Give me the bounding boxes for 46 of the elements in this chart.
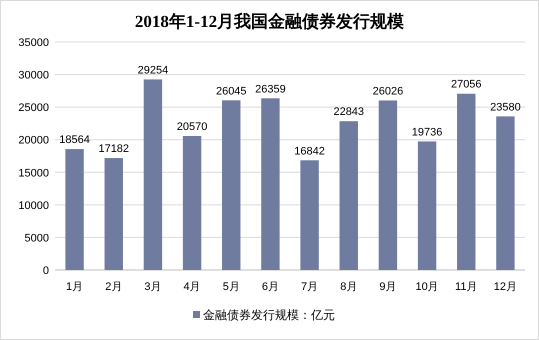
x-tick-label: 8月 bbox=[340, 281, 358, 293]
x-tick-label: 4月 bbox=[184, 281, 201, 293]
bar bbox=[340, 121, 358, 270]
bar bbox=[418, 141, 436, 270]
x-tick-label: 12月 bbox=[494, 281, 518, 293]
x-tick-label: 10月 bbox=[415, 281, 439, 293]
data-label: 16842 bbox=[294, 145, 325, 158]
chart-title: 2018年1-12月我国金融债券发行规模 bbox=[134, 12, 404, 31]
y-tick-label: 30000 bbox=[18, 70, 49, 82]
y-tick-label: 25000 bbox=[18, 102, 49, 114]
x-tick-label: 6月 bbox=[262, 281, 279, 293]
data-label: 27056 bbox=[450, 78, 482, 91]
data-label: 20570 bbox=[176, 121, 208, 133]
x-tick-label: 3月 bbox=[144, 281, 162, 293]
bar bbox=[144, 79, 162, 270]
y-tick-label: 20000 bbox=[18, 134, 49, 147]
y-tick-label: 5000 bbox=[24, 232, 49, 244]
data-label: 26026 bbox=[372, 85, 404, 98]
data-label: 18564 bbox=[59, 134, 90, 146]
x-tick-label: 5月 bbox=[222, 281, 240, 293]
bar bbox=[457, 94, 476, 270]
bar bbox=[104, 158, 123, 270]
bar bbox=[182, 136, 202, 270]
data-label: 17182 bbox=[98, 143, 130, 156]
bar bbox=[222, 100, 240, 270]
data-label: 29254 bbox=[138, 64, 168, 76]
x-tick-label: 2月 bbox=[105, 281, 122, 293]
x-tick-label: 1月 bbox=[66, 281, 84, 293]
data-label: 22843 bbox=[333, 106, 364, 118]
x-tick-label: 9月 bbox=[379, 281, 396, 293]
y-tick-label: 35000 bbox=[18, 37, 49, 49]
legend-label: 金融债券发行规模：亿元 bbox=[203, 308, 335, 322]
bar bbox=[300, 160, 319, 270]
y-tick-label: 15000 bbox=[18, 167, 49, 180]
data-label: 26359 bbox=[255, 83, 286, 96]
bar bbox=[496, 116, 515, 270]
data-label: 23580 bbox=[490, 101, 521, 114]
data-label: 26045 bbox=[216, 85, 247, 98]
data-label: 19736 bbox=[412, 126, 442, 138]
x-tick-label: 11月 bbox=[455, 281, 478, 293]
bar bbox=[378, 100, 398, 270]
bar bbox=[65, 149, 84, 270]
y-tick-label: 0 bbox=[42, 265, 49, 277]
x-tick-label: 7月 bbox=[301, 281, 318, 293]
y-tick-label: 10000 bbox=[18, 200, 49, 212]
bar bbox=[261, 98, 280, 270]
